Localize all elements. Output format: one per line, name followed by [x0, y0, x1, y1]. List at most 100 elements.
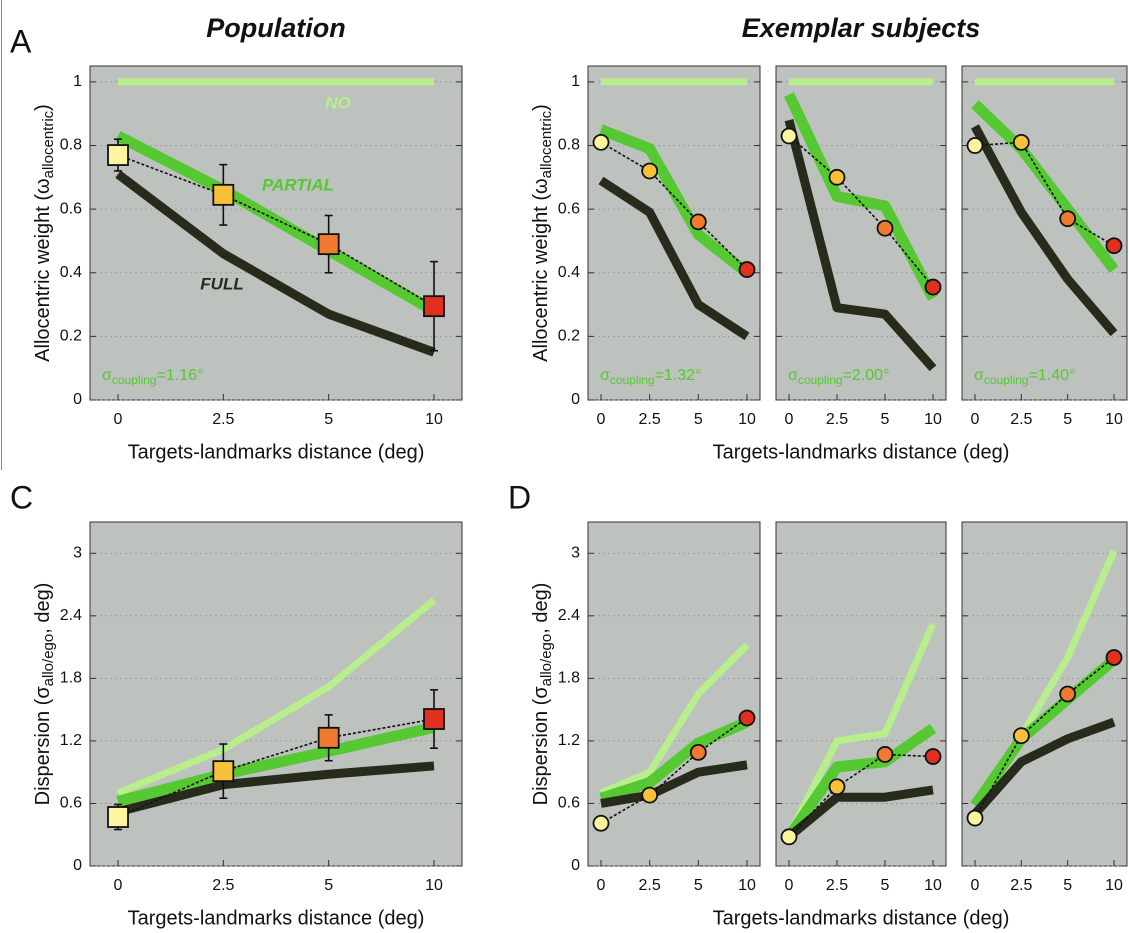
y-tick-label: 0.2: [60, 328, 82, 345]
x-tick-label: 10: [1105, 877, 1123, 894]
plot-area: [587, 521, 761, 867]
x-tick-label: 10: [425, 411, 443, 428]
data-line: [788, 753, 934, 838]
model-line: [970, 655, 1118, 809]
y-axis-label-part: ): [530, 104, 552, 111]
x-tick-label: 2.5: [212, 411, 234, 428]
y-tick-label: 2.4: [60, 607, 82, 624]
y-tick-label: 0.4: [60, 264, 82, 281]
y-tick-label: 0.4: [558, 264, 580, 281]
x-axis-label: Targets-landmarks distance (deg): [713, 441, 1010, 463]
x-tick-label: 2.5: [1010, 877, 1032, 894]
x-tick-label: 0: [114, 411, 123, 428]
model-line: [786, 785, 934, 841]
y-tick-label: 1.8: [558, 670, 580, 687]
model-line: [599, 642, 750, 797]
y-axis-label-part: allocentric: [40, 110, 57, 178]
model-line: [784, 92, 938, 301]
y-tick-label: 0: [571, 391, 580, 408]
x-tick-label: 2.5: [826, 411, 848, 428]
coupling-label-part: coupling: [984, 373, 1029, 387]
y-tick-label: 0.8: [558, 137, 580, 154]
panel-label: A: [10, 23, 32, 59]
x-tick-label: 2.5: [212, 877, 234, 894]
y-axis-label-part: Allocentric weight (ω: [530, 178, 552, 361]
x-tick-label: 5: [1063, 877, 1072, 894]
model-line: [116, 761, 435, 817]
y-tick-label: 0.6: [558, 200, 580, 217]
coupling-label-part: coupling: [610, 373, 655, 387]
y-tick-label: 1.2: [60, 732, 82, 749]
data-marker: [1059, 210, 1077, 228]
data-marker: [592, 133, 610, 151]
coupling-label-part: =1.40°: [1029, 367, 1076, 384]
data-marker: [689, 213, 707, 231]
coupling-label: σcoupling=1.32°: [600, 367, 701, 387]
coupling-label-part: σ: [102, 367, 112, 384]
x-tick-label: 10: [738, 411, 756, 428]
y-tick-label: 2.4: [558, 607, 580, 624]
model-line: [784, 118, 937, 372]
model-line: [599, 717, 750, 804]
data-marker: [1012, 727, 1030, 745]
y-axis-label: Dispersion (σallo/ego, deg): [32, 583, 57, 806]
series-annotation: PARTIAL: [262, 175, 334, 194]
data-line: [117, 154, 435, 307]
x-tick-label: 0: [597, 877, 606, 894]
data-marker: [876, 746, 894, 763]
data-marker: [924, 278, 942, 296]
y-tick-label: 0.6: [60, 795, 82, 812]
x-tick-label: 5: [324, 411, 333, 428]
y-tick-label: 0.6: [60, 200, 82, 217]
data-marker: [317, 233, 340, 256]
y-tick-label: 0.2: [558, 328, 580, 345]
x-tick-label: 0: [785, 877, 794, 894]
x-tick-label: 5: [694, 411, 703, 428]
data-marker: [1105, 237, 1123, 255]
y-axis-label-part: ): [32, 104, 54, 111]
data-marker: [966, 137, 984, 154]
data-marker: [641, 162, 659, 180]
coupling-label: σcoupling=1.40°: [974, 367, 1075, 387]
y-tick-label: 0: [73, 391, 82, 408]
x-axis-label: Targets-landmarks distance (deg): [128, 907, 425, 929]
coupling-label-part: =1.32°: [655, 367, 702, 384]
y-tick-label: 0.6: [558, 795, 580, 812]
data-marker: [828, 168, 846, 186]
coupling-label-part: σ: [974, 367, 984, 384]
x-tick-label: 0: [114, 877, 123, 894]
coupling-label-part: =1.16°: [157, 367, 204, 384]
y-axis-label-part: allo/ego: [40, 634, 57, 687]
coupling-label: σcoupling=2.00°: [788, 367, 889, 387]
panel-heading: Exemplar subjects: [742, 13, 981, 43]
series-annotation: NO: [325, 93, 351, 112]
y-tick-label: 1.2: [558, 732, 580, 749]
model-line: [785, 622, 937, 837]
x-tick-label: 10: [924, 877, 942, 894]
x-tick-label: 5: [694, 877, 703, 894]
y-axis-label-part: Allocentric weight (ω: [32, 178, 54, 361]
y-axis-label: Allocentric weight (ωallocentric): [32, 104, 57, 362]
data-line: [788, 135, 934, 288]
y-axis-label-part: Dispersion (σ: [32, 686, 54, 806]
data-marker: [423, 708, 445, 730]
model-line: [971, 717, 1116, 817]
data-marker: [924, 748, 942, 765]
y-tick-label: 1.8: [60, 670, 82, 687]
data-marker: [689, 743, 707, 761]
coupling-label-part: σ: [600, 367, 610, 384]
y-tick-label: 0.8: [60, 137, 82, 154]
data-marker: [641, 786, 659, 804]
model-line: [784, 723, 937, 840]
data-marker: [212, 183, 235, 206]
x-tick-label: 2.5: [826, 877, 848, 894]
plot-area: [89, 65, 463, 401]
x-tick-label: 5: [324, 877, 333, 894]
y-axis-label-part: , deg): [32, 583, 54, 634]
x-tick-label: 0: [597, 411, 606, 428]
x-tick-label: 10: [738, 877, 756, 894]
plot-area: [89, 521, 463, 867]
data-marker: [1105, 649, 1123, 666]
data-marker: [1012, 133, 1030, 151]
model-line: [971, 124, 1118, 337]
